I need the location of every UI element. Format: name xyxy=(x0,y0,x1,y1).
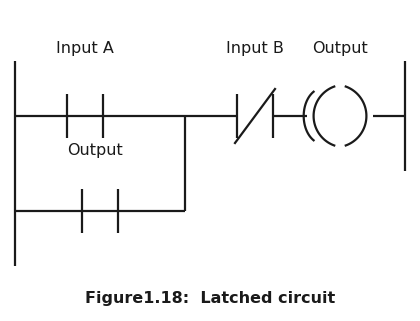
Text: Output: Output xyxy=(312,40,368,56)
Text: Input B: Input B xyxy=(226,40,284,56)
Text: Figure1.18:  Latched circuit: Figure1.18: Latched circuit xyxy=(85,291,335,307)
Text: Input A: Input A xyxy=(56,40,114,56)
Text: Output: Output xyxy=(67,143,123,159)
